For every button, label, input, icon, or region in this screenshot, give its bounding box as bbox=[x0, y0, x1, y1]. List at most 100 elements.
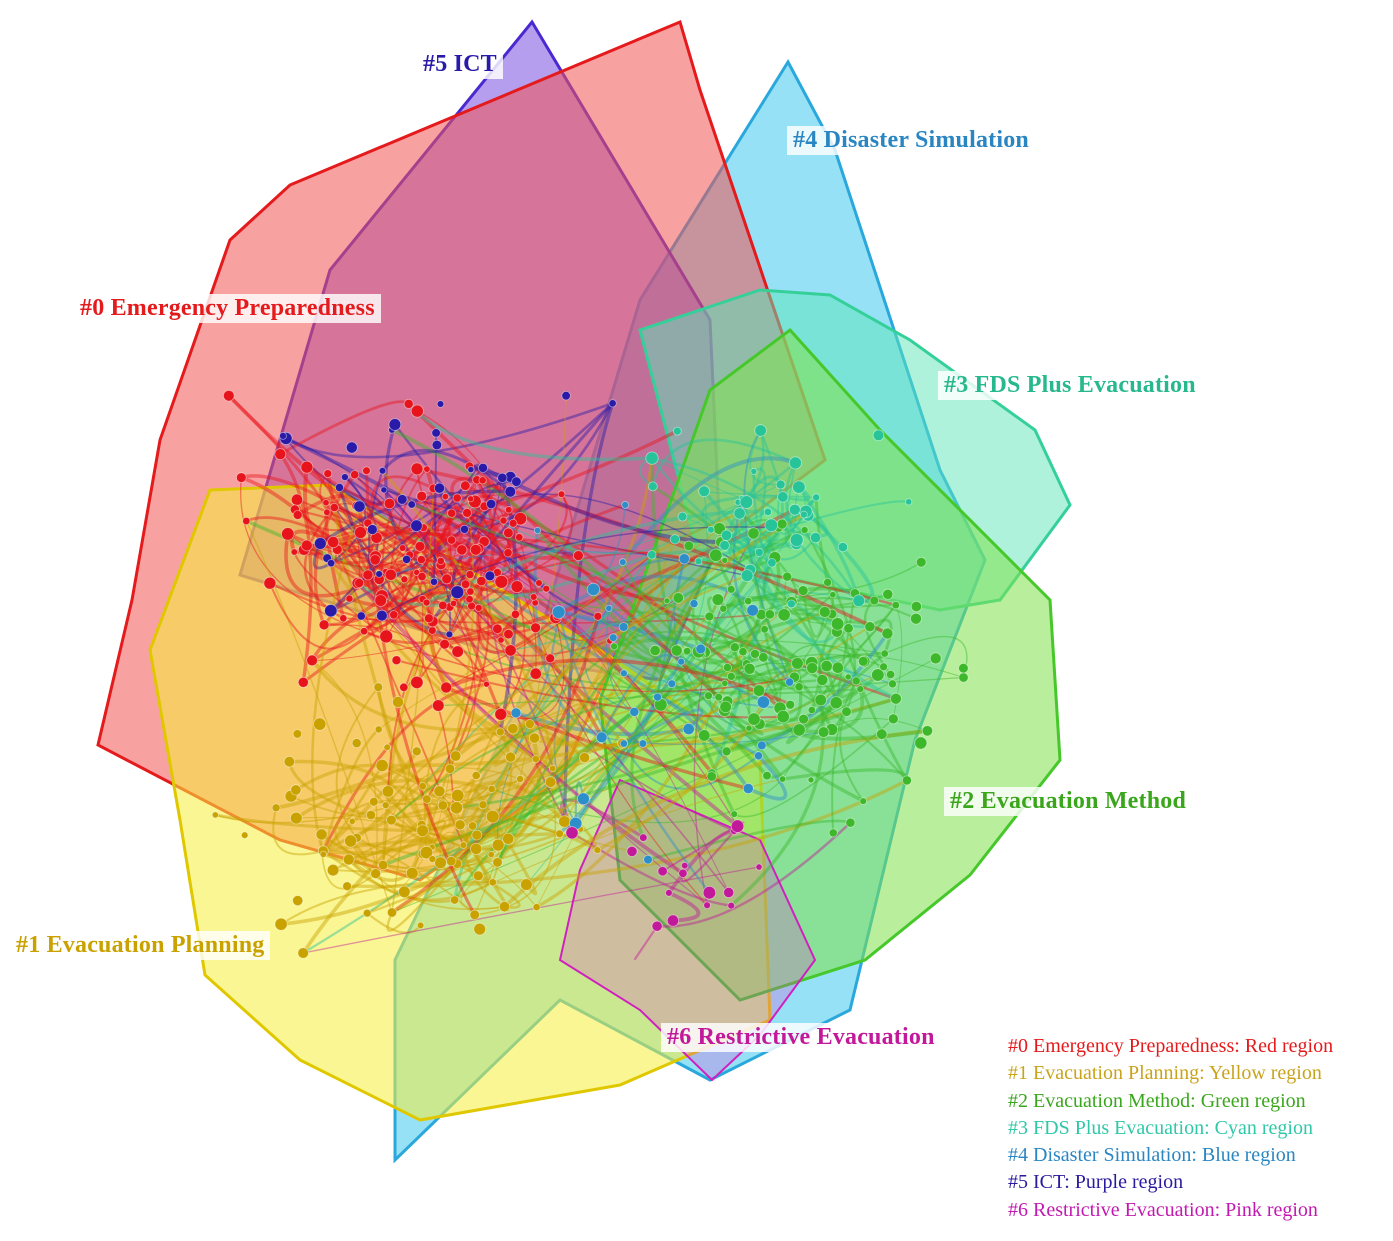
citation-node bbox=[531, 754, 540, 764]
citation-link bbox=[445, 658, 791, 707]
citation-node bbox=[391, 655, 402, 666]
citation-node bbox=[354, 578, 365, 589]
citation-link bbox=[453, 694, 710, 901]
citation-node bbox=[823, 578, 832, 587]
citation-link bbox=[622, 743, 760, 790]
citation-node bbox=[593, 611, 603, 621]
citation-node bbox=[830, 617, 845, 631]
citation-node bbox=[682, 722, 695, 736]
citation-node bbox=[503, 628, 514, 640]
citation-link bbox=[490, 493, 751, 571]
citation-link bbox=[545, 588, 730, 893]
citation-link bbox=[381, 615, 708, 906]
citation-node bbox=[274, 917, 288, 931]
citation-link bbox=[360, 531, 897, 607]
citation-link bbox=[347, 858, 494, 902]
citation-node bbox=[721, 746, 732, 757]
citation-link bbox=[303, 866, 760, 954]
citation-node bbox=[487, 784, 496, 794]
citation-link bbox=[285, 402, 614, 459]
region-6-restrictive-evacuation bbox=[558, 778, 817, 1082]
citation-link bbox=[722, 595, 865, 663]
citation-node bbox=[486, 498, 497, 510]
citation-link bbox=[348, 508, 511, 608]
citation-nodes bbox=[211, 389, 969, 959]
citation-node bbox=[240, 831, 249, 839]
citation-link bbox=[691, 585, 732, 653]
citation-node bbox=[353, 500, 366, 513]
citation-link bbox=[456, 457, 654, 797]
citation-link bbox=[491, 764, 554, 883]
citation-node bbox=[709, 548, 723, 563]
citation-link bbox=[310, 599, 382, 662]
citation-node bbox=[289, 811, 303, 825]
citation-link bbox=[409, 551, 537, 629]
citation-link bbox=[330, 467, 484, 565]
citation-node bbox=[491, 838, 505, 852]
citation-node bbox=[626, 845, 638, 857]
citation-node bbox=[474, 604, 483, 612]
citation-node bbox=[429, 577, 438, 586]
citation-node bbox=[789, 533, 804, 547]
citation-node bbox=[290, 493, 304, 506]
citation-link bbox=[592, 504, 626, 591]
citation-link bbox=[293, 551, 387, 638]
citation-link bbox=[536, 742, 624, 908]
citation-node bbox=[678, 868, 688, 878]
citation-link bbox=[464, 402, 614, 531]
citation-node bbox=[318, 619, 330, 631]
citation-node bbox=[439, 638, 450, 650]
cluster-label-1-evacuation-planning: #1 Evacuation Planning bbox=[10, 931, 271, 960]
citation-link bbox=[321, 828, 582, 871]
citation-node bbox=[449, 801, 464, 815]
citation-link bbox=[448, 590, 490, 770]
citation-node bbox=[792, 480, 806, 494]
citation-node bbox=[327, 535, 340, 549]
citation-node bbox=[844, 673, 852, 681]
citation-link bbox=[422, 756, 586, 838]
citation-link bbox=[448, 518, 523, 609]
citation-link bbox=[373, 528, 448, 580]
citation-node bbox=[754, 424, 767, 437]
citation-link bbox=[456, 675, 849, 810]
citation-node bbox=[297, 947, 309, 959]
citation-link bbox=[450, 859, 521, 909]
legend-item-3: #3 FDS Plus Evacuation: Cyan region bbox=[1008, 1116, 1313, 1139]
citation-node bbox=[755, 863, 763, 871]
citation-link bbox=[503, 728, 928, 909]
citation-link bbox=[358, 503, 492, 584]
citation-node bbox=[782, 571, 793, 582]
citation-node bbox=[777, 491, 789, 503]
citation-link bbox=[722, 603, 785, 717]
citation-node bbox=[524, 719, 535, 730]
citation-node bbox=[323, 508, 331, 516]
citation-node bbox=[427, 626, 437, 635]
citation-node bbox=[738, 647, 748, 657]
citation-link bbox=[557, 574, 750, 614]
citation-node bbox=[381, 801, 390, 810]
citation-node bbox=[516, 775, 525, 784]
citation-node bbox=[558, 815, 571, 828]
citation-node bbox=[532, 903, 541, 912]
citation-node bbox=[488, 878, 497, 887]
citation-link bbox=[512, 697, 897, 748]
citation-node bbox=[417, 571, 427, 582]
citation-node bbox=[891, 600, 900, 610]
citation-node bbox=[511, 476, 522, 487]
citation-node bbox=[428, 855, 437, 863]
citation-node bbox=[778, 775, 787, 783]
citation-node bbox=[354, 526, 367, 539]
legend-item-0: #0 Emergency Preparedness: Red region bbox=[1008, 1035, 1334, 1057]
citation-link bbox=[724, 522, 791, 563]
citation-link bbox=[831, 680, 858, 833]
citation-link bbox=[673, 558, 763, 746]
citation-node bbox=[683, 540, 695, 552]
citation-link bbox=[322, 832, 560, 853]
citation-link bbox=[748, 561, 922, 602]
citation-node bbox=[730, 819, 745, 833]
citation-node bbox=[344, 834, 358, 848]
citation-node bbox=[573, 550, 584, 561]
citation-node bbox=[557, 490, 566, 499]
citation-node bbox=[871, 668, 885, 682]
citation-node bbox=[665, 889, 673, 897]
